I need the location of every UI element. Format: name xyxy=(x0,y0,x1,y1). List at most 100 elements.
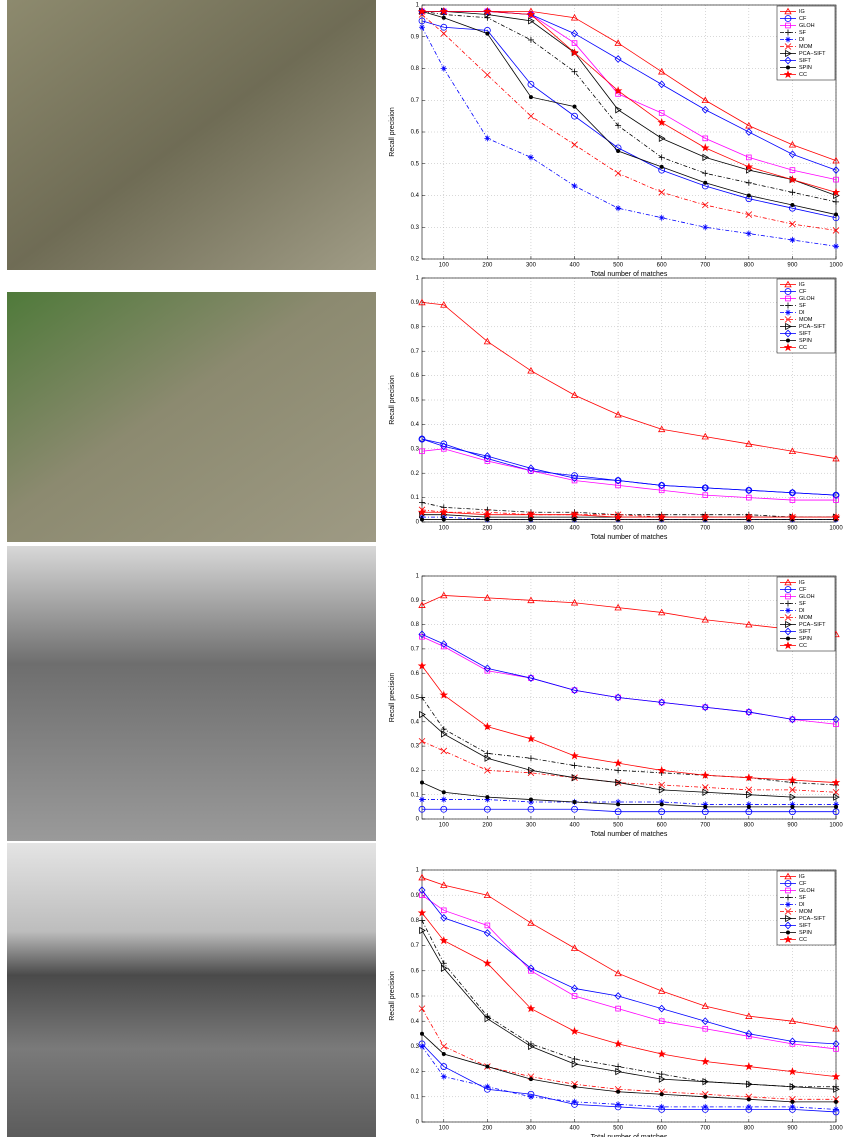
y-tick-label: 0.1 xyxy=(411,1094,420,1100)
x-tick-label: 900 xyxy=(787,823,798,829)
x-tick-label: 1000 xyxy=(829,526,843,532)
x-tick-label: 600 xyxy=(657,526,668,532)
x-tick-label: 100 xyxy=(439,526,450,532)
y-tick-label: 0 xyxy=(416,520,420,526)
x-tick-label: 1000 xyxy=(829,263,843,269)
y-tick-label: 0.7 xyxy=(411,646,420,652)
x-tick-label: 600 xyxy=(657,1126,668,1132)
y-tick-label: 1 xyxy=(416,868,420,874)
x-tick-label: 100 xyxy=(439,263,450,269)
x-tick-label: 1000 xyxy=(829,823,843,829)
legend-label: DI xyxy=(799,37,805,43)
legend-label: MOM xyxy=(799,615,813,621)
legend-label: SPIN xyxy=(799,338,812,344)
y-tick-label: 0.1 xyxy=(411,495,420,501)
marker xyxy=(791,203,794,206)
y-axis-label: Recall precision xyxy=(389,673,396,723)
legend-label: SF xyxy=(799,895,807,901)
figure: 10020030040050060070080090010000.20.30.4… xyxy=(0,0,843,1137)
x-tick-label: 300 xyxy=(526,526,537,532)
marker xyxy=(486,1065,489,1068)
marker xyxy=(834,805,837,808)
marker xyxy=(791,805,794,808)
marker xyxy=(834,1100,837,1103)
x-tick-label: 1000 xyxy=(829,1126,843,1132)
x-tick-label: 600 xyxy=(657,263,668,269)
x-tick-label: 700 xyxy=(700,526,711,532)
legend-label: SPIN xyxy=(799,65,812,71)
y-tick-label: 0.4 xyxy=(411,719,420,725)
legend-label: CF xyxy=(799,881,807,887)
marker xyxy=(529,518,532,521)
page: 10020030040050060070080090010000.20.30.4… xyxy=(0,0,843,1137)
marker xyxy=(791,1100,794,1103)
legend-label: CF xyxy=(799,16,807,22)
y-tick-label: 0.9 xyxy=(411,598,420,604)
photo xyxy=(7,292,376,542)
legend-label: IG xyxy=(799,282,805,288)
marker xyxy=(573,800,576,803)
x-tick-label: 400 xyxy=(570,823,581,829)
legend-label: SPIN xyxy=(799,930,812,936)
x-tick-label: 400 xyxy=(570,1126,581,1132)
x-tick-label: 200 xyxy=(482,823,493,829)
marker xyxy=(420,1032,423,1035)
y-tick-label: 0.9 xyxy=(411,34,420,40)
photo xyxy=(7,546,376,841)
y-tick-label: 1 xyxy=(416,574,420,580)
legend-label: CF xyxy=(799,289,807,295)
legend-label: IG xyxy=(799,580,805,586)
marker xyxy=(704,181,707,184)
marker xyxy=(617,1090,620,1093)
legend-label: CC xyxy=(799,643,807,649)
marker xyxy=(747,194,750,197)
legend-label: MOM xyxy=(799,317,813,323)
marker xyxy=(442,1052,445,1055)
x-tick-label: 800 xyxy=(744,1126,755,1132)
x-tick-label: 400 xyxy=(570,263,581,269)
y-tick-label: 0 xyxy=(416,1120,420,1126)
legend-marker xyxy=(786,637,789,640)
legend-label: MOM xyxy=(799,909,813,915)
y-tick-label: 0.6 xyxy=(411,373,420,379)
legend-label: IG xyxy=(799,9,805,15)
y-tick-label: 0.2 xyxy=(411,257,420,263)
y-tick-label: 1 xyxy=(416,276,420,282)
x-axis-label: Total number of matches xyxy=(591,534,668,541)
y-tick-label: 0.5 xyxy=(411,398,420,404)
x-axis-label: Total number of matches xyxy=(591,271,668,278)
y-tick-label: 0.6 xyxy=(411,968,420,974)
y-tick-label: 0.3 xyxy=(411,744,420,750)
legend-label: CF xyxy=(799,587,807,593)
y-tick-label: 0.3 xyxy=(411,446,420,452)
x-tick-label: 400 xyxy=(570,526,581,532)
marker xyxy=(617,149,620,152)
y-tick-label: 0.9 xyxy=(411,893,420,899)
marker xyxy=(834,213,837,216)
marker xyxy=(420,781,423,784)
x-tick-label: 800 xyxy=(744,823,755,829)
legend-label: GLOH xyxy=(799,23,815,29)
marker xyxy=(486,796,489,799)
legend-label: CC xyxy=(799,937,807,943)
marker xyxy=(442,791,445,794)
y-tick-label: 0.6 xyxy=(411,671,420,677)
x-tick-label: 300 xyxy=(526,263,537,269)
y-tick-label: 0.7 xyxy=(411,349,420,355)
x-tick-label: 500 xyxy=(613,263,624,269)
legend-label: CC xyxy=(799,72,807,78)
x-tick-label: 900 xyxy=(787,1126,798,1132)
legend-label: SF xyxy=(799,30,807,36)
legend-label: SF xyxy=(799,303,807,309)
y-tick-label: 0.8 xyxy=(411,66,420,72)
y-axis-label: Recall precision xyxy=(389,971,396,1021)
legend-label: DI xyxy=(799,902,805,908)
legend-label: GLOH xyxy=(799,296,815,302)
x-tick-label: 500 xyxy=(613,526,624,532)
x-tick-label: 200 xyxy=(482,263,493,269)
legend-label: PCA−SIFT xyxy=(799,51,826,57)
legend: IGCFGLOHSFDIMOMPCA−SIFTSIFTSPINCC xyxy=(777,871,835,945)
x-tick-label: 900 xyxy=(787,526,798,532)
x-axis-label: Total number of matches xyxy=(591,831,668,838)
